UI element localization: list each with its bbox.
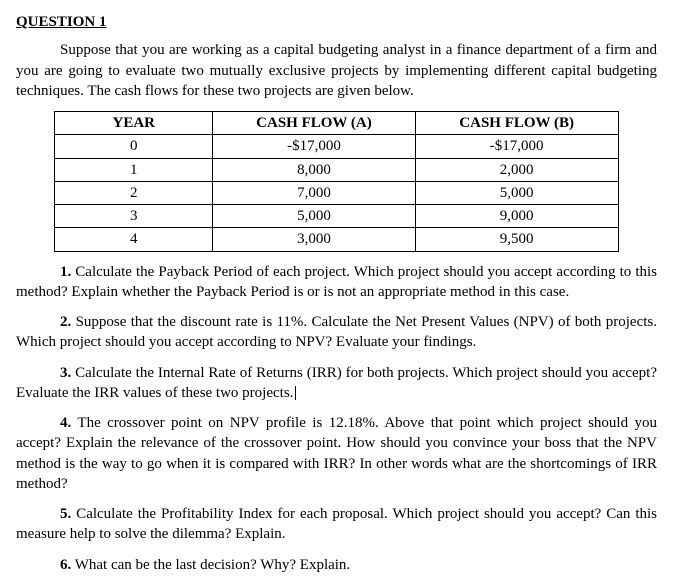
table-header-row: YEAR CASH FLOW (A) CASH FLOW (B) [55,112,618,135]
question-text: Suppose that the discount rate is 11%. C… [16,314,657,350]
table-row: 0 -$17,000 -$17,000 [55,135,618,158]
table-row: 2 7,000 5,000 [55,181,618,204]
cell-year: 4 [55,228,213,251]
intro-paragraph: Suppose that you are working as a capita… [16,40,657,101]
cashflow-table: YEAR CASH FLOW (A) CASH FLOW (B) 0 -$17,… [54,111,618,252]
cell-cfa: 3,000 [213,228,416,251]
cell-cfb: 5,000 [415,181,618,204]
question-number: 1. [60,264,71,280]
col-cashflow-a: CASH FLOW (A) [213,112,416,135]
question-text: Calculate the Internal Rate of Returns (… [16,365,657,401]
cell-cfb: 2,000 [415,158,618,181]
question-3: 3. Calculate the Internal Rate of Return… [16,363,657,404]
cell-cfb: 9,500 [415,228,618,251]
question-5: 5. Calculate the Profitability Index for… [16,504,657,545]
question-2: 2. Suppose that the discount rate is 11%… [16,312,657,353]
question-4: 4. The crossover point on NPV profile is… [16,413,657,494]
col-year: YEAR [55,112,213,135]
cell-cfa: 8,000 [213,158,416,181]
text-cursor [295,386,296,400]
cell-year: 1 [55,158,213,181]
cell-year: 3 [55,205,213,228]
question-number: 2. [60,314,71,330]
table-row: 1 8,000 2,000 [55,158,618,181]
cell-cfb: -$17,000 [415,135,618,158]
question-number: 3. [60,365,71,381]
cell-cfa: 5,000 [213,205,416,228]
cell-cfa: 7,000 [213,181,416,204]
cell-year: 0 [55,135,213,158]
question-text: The crossover point on NPV profile is 12… [16,415,657,492]
question-heading: QUESTION 1 [16,12,657,32]
question-text: Calculate the Payback Period of each pro… [16,264,657,300]
table-row: 3 5,000 9,000 [55,205,618,228]
question-6: 6. What can be the last decision? Why? E… [16,555,657,575]
question-number: 5. [60,506,71,522]
question-number: 6. [60,557,71,573]
question-number: 4. [60,415,71,431]
question-text: What can be the last decision? Why? Expl… [71,557,350,573]
question-1: 1. Calculate the Payback Period of each … [16,262,657,303]
cell-cfb: 9,000 [415,205,618,228]
table-row: 4 3,000 9,500 [55,228,618,251]
col-cashflow-b: CASH FLOW (B) [415,112,618,135]
cell-year: 2 [55,181,213,204]
question-text: Calculate the Profitability Index for ea… [16,506,657,542]
cell-cfa: -$17,000 [213,135,416,158]
